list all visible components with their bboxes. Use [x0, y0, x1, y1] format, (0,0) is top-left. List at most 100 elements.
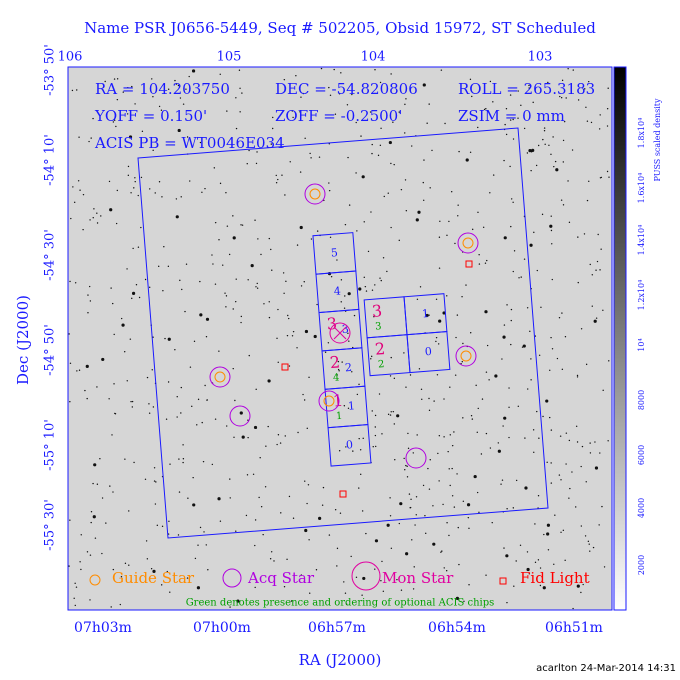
star	[438, 267, 441, 269]
star	[82, 228, 84, 231]
star	[78, 369, 81, 371]
star	[561, 79, 564, 82]
star	[531, 148, 535, 152]
star	[153, 467, 156, 469]
star	[152, 336, 154, 338]
star	[509, 119, 512, 121]
star	[222, 264, 224, 266]
star	[94, 537, 97, 539]
title: Name PSR J0656-5449, Seq # 502205, Obsid…	[84, 19, 596, 37]
star	[253, 425, 258, 430]
star	[553, 563, 555, 565]
star	[324, 351, 327, 353]
star	[413, 566, 415, 568]
star	[359, 449, 362, 451]
star	[347, 156, 349, 159]
star	[286, 334, 289, 337]
star	[549, 369, 551, 371]
star	[381, 433, 383, 435]
star	[477, 126, 479, 129]
star	[375, 445, 377, 448]
star	[435, 298, 438, 300]
footer: acarlton 24-Mar-2014 14:31	[536, 663, 676, 674]
star	[74, 282, 77, 284]
star	[360, 473, 362, 476]
star	[550, 215, 552, 217]
star	[480, 453, 483, 455]
star	[232, 308, 234, 310]
star	[458, 563, 460, 566]
star	[356, 230, 358, 232]
star	[348, 204, 351, 206]
star	[116, 78, 119, 80]
star	[571, 149, 574, 151]
star	[510, 343, 512, 346]
star	[344, 223, 347, 226]
star	[374, 539, 379, 543]
star	[239, 87, 241, 89]
star	[425, 313, 429, 318]
star	[160, 109, 163, 111]
star	[398, 111, 400, 113]
star	[114, 92, 116, 94]
star	[528, 149, 532, 153]
star	[182, 444, 184, 446]
star	[455, 596, 459, 601]
star	[394, 459, 396, 461]
star	[367, 250, 370, 253]
star	[435, 336, 438, 339]
star	[468, 527, 470, 530]
star	[154, 192, 156, 194]
star	[451, 597, 453, 600]
star	[473, 474, 477, 479]
star	[177, 128, 181, 133]
star	[371, 410, 373, 412]
star	[567, 68, 569, 70]
star	[229, 497, 231, 499]
star	[518, 277, 520, 279]
star	[455, 336, 457, 339]
colorbar-tick-label: 1.8x10⁴	[637, 118, 646, 149]
star	[526, 307, 529, 309]
star	[556, 357, 559, 360]
star	[186, 577, 189, 579]
star	[131, 406, 134, 408]
star	[390, 411, 392, 413]
star	[483, 108, 486, 111]
star	[164, 337, 166, 340]
star	[400, 589, 403, 591]
star	[346, 104, 349, 106]
star	[577, 281, 579, 284]
star	[365, 532, 367, 535]
star	[296, 347, 298, 349]
star	[203, 531, 205, 533]
star	[380, 127, 382, 129]
star	[591, 274, 594, 276]
star	[471, 418, 474, 420]
star	[412, 588, 415, 590]
star	[428, 314, 430, 316]
star	[551, 243, 553, 245]
star	[536, 269, 538, 272]
star	[214, 418, 217, 420]
star	[146, 558, 149, 560]
star	[132, 247, 134, 250]
star	[404, 469, 406, 471]
star	[89, 300, 92, 302]
star	[162, 289, 164, 292]
star	[560, 96, 563, 99]
star	[476, 431, 478, 433]
star	[560, 199, 563, 201]
star	[344, 592, 347, 594]
star	[199, 526, 202, 529]
star	[423, 199, 425, 201]
star	[340, 72, 342, 74]
star	[543, 533, 545, 536]
star	[288, 317, 290, 320]
star	[90, 137, 92, 139]
star	[418, 368, 421, 370]
star	[379, 144, 382, 147]
star	[392, 121, 394, 123]
star	[580, 525, 583, 527]
star	[347, 407, 350, 409]
